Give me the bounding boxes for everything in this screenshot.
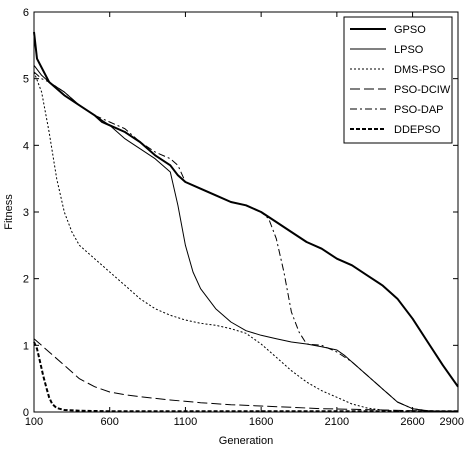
y-tick-label: 0 [23,407,29,419]
legend-label-pso-dap: PSO-DAP [394,104,444,116]
x-tick-label: 1100 [174,416,198,428]
legend-label-ddepso: DDEPSO [394,124,441,136]
legend-label-dms-pso: DMS-PSO [394,64,446,76]
y-tick-label: 4 [23,140,29,152]
legend-label-gpso: GPSO [394,24,426,36]
y-tick-label: 6 [23,7,29,19]
x-tick-label: 100 [25,416,43,428]
series-layer [33,31,459,413]
ticks-layer: 100 600 1100 1600 2100 2600 2900 0 1 2 3 4 5 6 [23,7,464,428]
legend-label-lpso: LPSO [394,44,424,56]
x-tick-label: 2100 [325,416,349,428]
y-tick-label: 3 [23,207,29,219]
legend: GPSO LPSO DMS-PSO PSO-DCIW PSO-DAP DDEPSO [343,16,453,144]
legend-box [343,16,453,144]
x-axis-label: Generation [219,435,273,447]
x-tick-label: 600 [101,416,119,428]
x-tick-label: 1600 [249,416,273,428]
series-line-ddepso [33,341,458,413]
legend-label-pso-dciw: PSO-DCIW [394,84,451,96]
y-tick-label: 1 [23,340,29,352]
series-line-pso-dciw [33,338,459,412]
x-tick-label: 2600 [400,416,424,428]
legend-entries: GPSO LPSO DMS-PSO PSO-DCIW PSO-DAP DDEPSO [350,24,451,136]
y-axis-label: Fitness [3,194,15,230]
y-tick-label: 2 [23,274,29,286]
y-tick-label: 5 [23,74,29,86]
x-tick-label: 2900 [440,416,464,428]
